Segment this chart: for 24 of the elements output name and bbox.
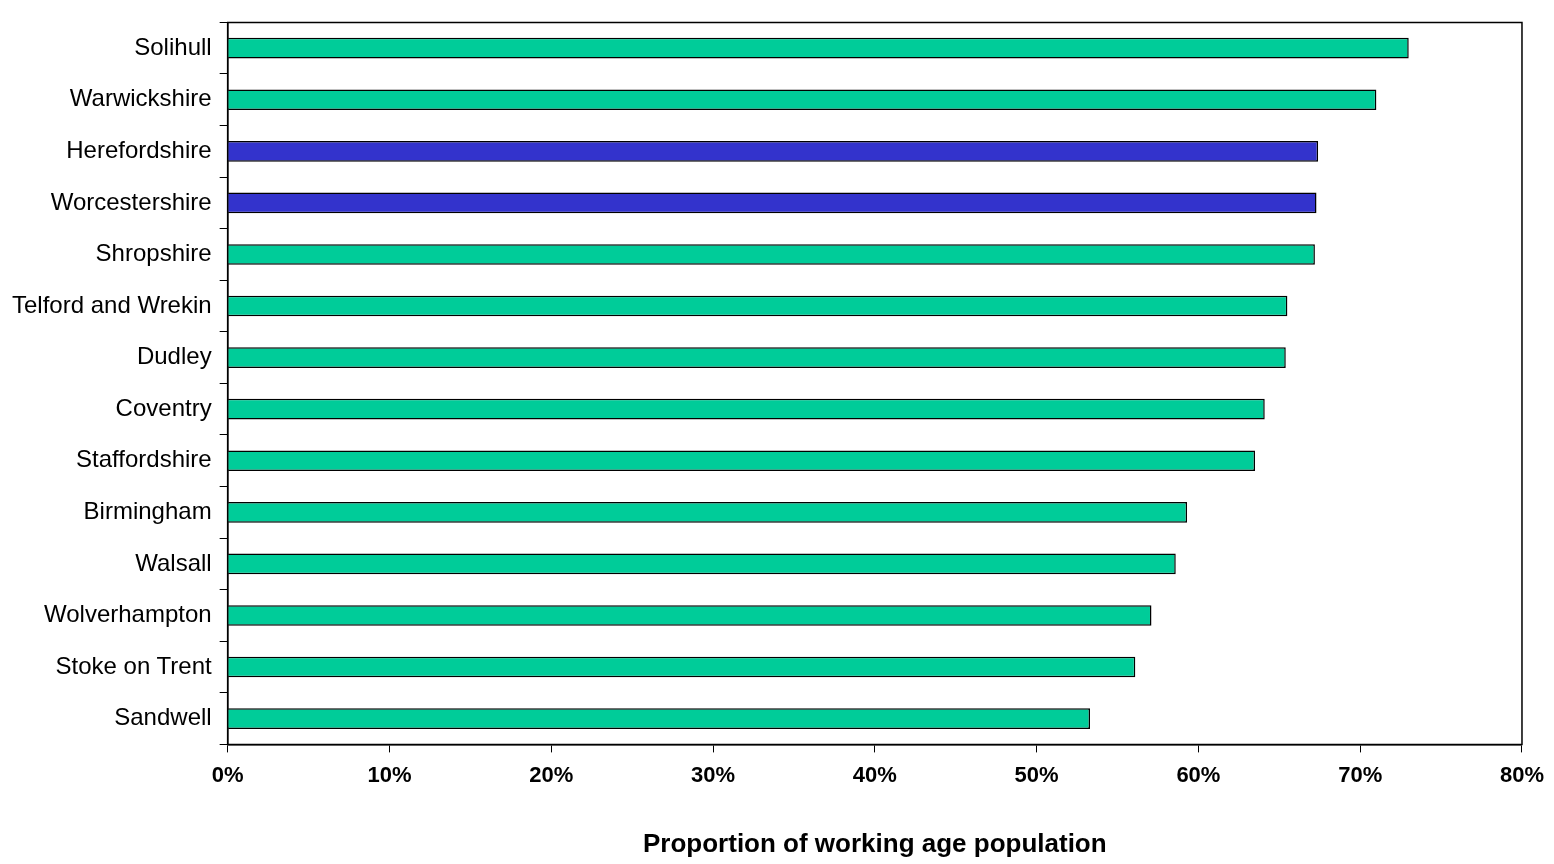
y-tick-label: Shropshire	[95, 239, 212, 267]
x-tick-label: 30%	[691, 761, 736, 787]
x-tick-label: 40%	[852, 761, 897, 787]
x-tick-label: 20%	[529, 761, 574, 787]
y-tick-label: Staffordshire	[76, 445, 212, 473]
y-tick-label: Coventry	[115, 393, 212, 421]
y-tick-label: Worcestershire	[50, 187, 212, 215]
x-tick-label: 50%	[1014, 761, 1059, 787]
x-tick-label: 70%	[1338, 761, 1383, 787]
x-axis-title: Proportion of working age population	[643, 827, 1107, 858]
y-tick-label: Sandwell	[114, 703, 212, 731]
y-tick-label: Wolverhampton	[44, 600, 212, 628]
x-tick-label: 80%	[1499, 761, 1545, 787]
y-tick-label: Telford and Wrekin	[12, 290, 212, 318]
y-tick-label: Stoke on Trent	[55, 651, 212, 679]
y-tick-label: Solihull	[134, 32, 212, 60]
y-tick-label: Birmingham	[83, 496, 212, 524]
x-tick-label: 0%	[211, 761, 244, 787]
y-tick-label: Warwickshire	[69, 84, 212, 112]
x-tick-label: 60%	[1176, 761, 1221, 787]
x-tick-label: 10%	[367, 761, 412, 787]
y-tick-label: Dudley	[136, 342, 212, 370]
y-tick-label: Walsall	[135, 548, 212, 576]
y-tick-label: Herefordshire	[66, 135, 212, 163]
